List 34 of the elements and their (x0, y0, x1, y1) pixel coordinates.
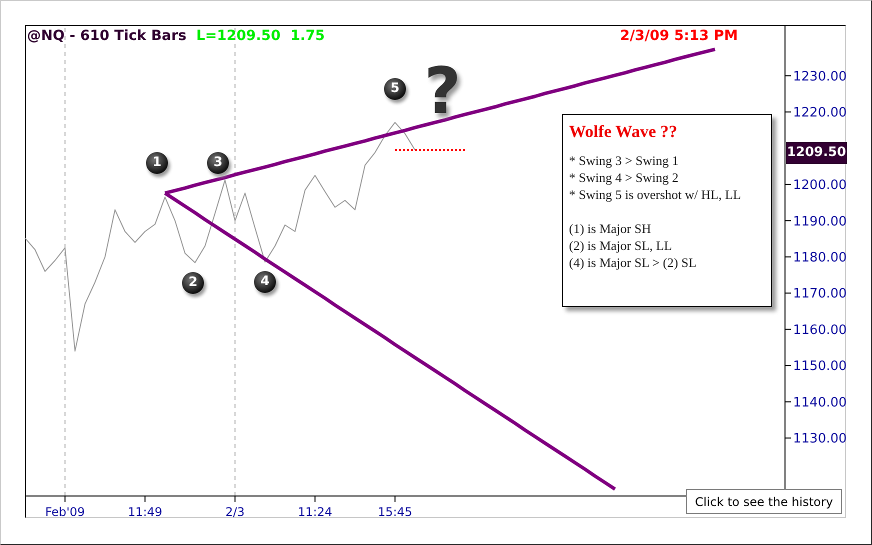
number-badge-icon: 5 (384, 78, 406, 100)
y-tick-label: 1190.00 (793, 214, 847, 230)
number-badge-icon: 1 (146, 152, 168, 174)
history-button: Click to see the history (686, 489, 842, 514)
annotation: * Swing 3 > Swing 1 (569, 152, 680, 169)
y-tick-label: 1200.00 (793, 178, 847, 194)
y-tick-label: 1140.00 (793, 395, 847, 410)
chart-subtitle: L=1209.50 1.75 (196, 28, 325, 44)
y-tick-label: 1170.00 (793, 286, 847, 302)
annotation: 2/3/09 5:13 PM (620, 28, 738, 44)
text: 1209.50 (786, 142, 847, 164)
y-tick-label: 1180.00 (793, 250, 847, 266)
x-tick-label: 11:49 (128, 505, 162, 519)
annotation: (1) is Major SH (569, 220, 652, 237)
annotation: ? (424, 55, 462, 129)
x-tick-label: 2/3 (225, 505, 245, 519)
line-series (24, 122, 416, 352)
annotation: (4) is Major SL > (2) SL (569, 254, 698, 271)
x-tick-label: 15:45 (378, 505, 412, 519)
y-tick-label: 1230.00 (793, 69, 847, 84)
x-tick-label: 11:24 (298, 505, 332, 519)
y-tick-label: 1160.00 (793, 322, 847, 338)
y-tick-label: 1130.00 (793, 432, 847, 447)
y-tick-label: 1150.00 (793, 359, 847, 374)
annotation: * Swing 5 is overshot w/ HL, LL (569, 186, 742, 203)
chart-title: @NQ - 610 Tick Bars (27, 28, 186, 44)
number-badge-icon: 3 (207, 152, 229, 174)
annotation: * Swing 4 > Swing 2 (569, 169, 680, 186)
number-badge-icon: 2 (182, 272, 204, 294)
annotation: Wolfe Wave ?? (569, 122, 678, 142)
number-badge-icon: 4 (254, 271, 276, 293)
annotation: (2) is Major SL, LL (569, 237, 673, 254)
x-tick-label: Feb'09 (45, 505, 85, 519)
y-tick-label: 1220.00 (793, 106, 847, 121)
